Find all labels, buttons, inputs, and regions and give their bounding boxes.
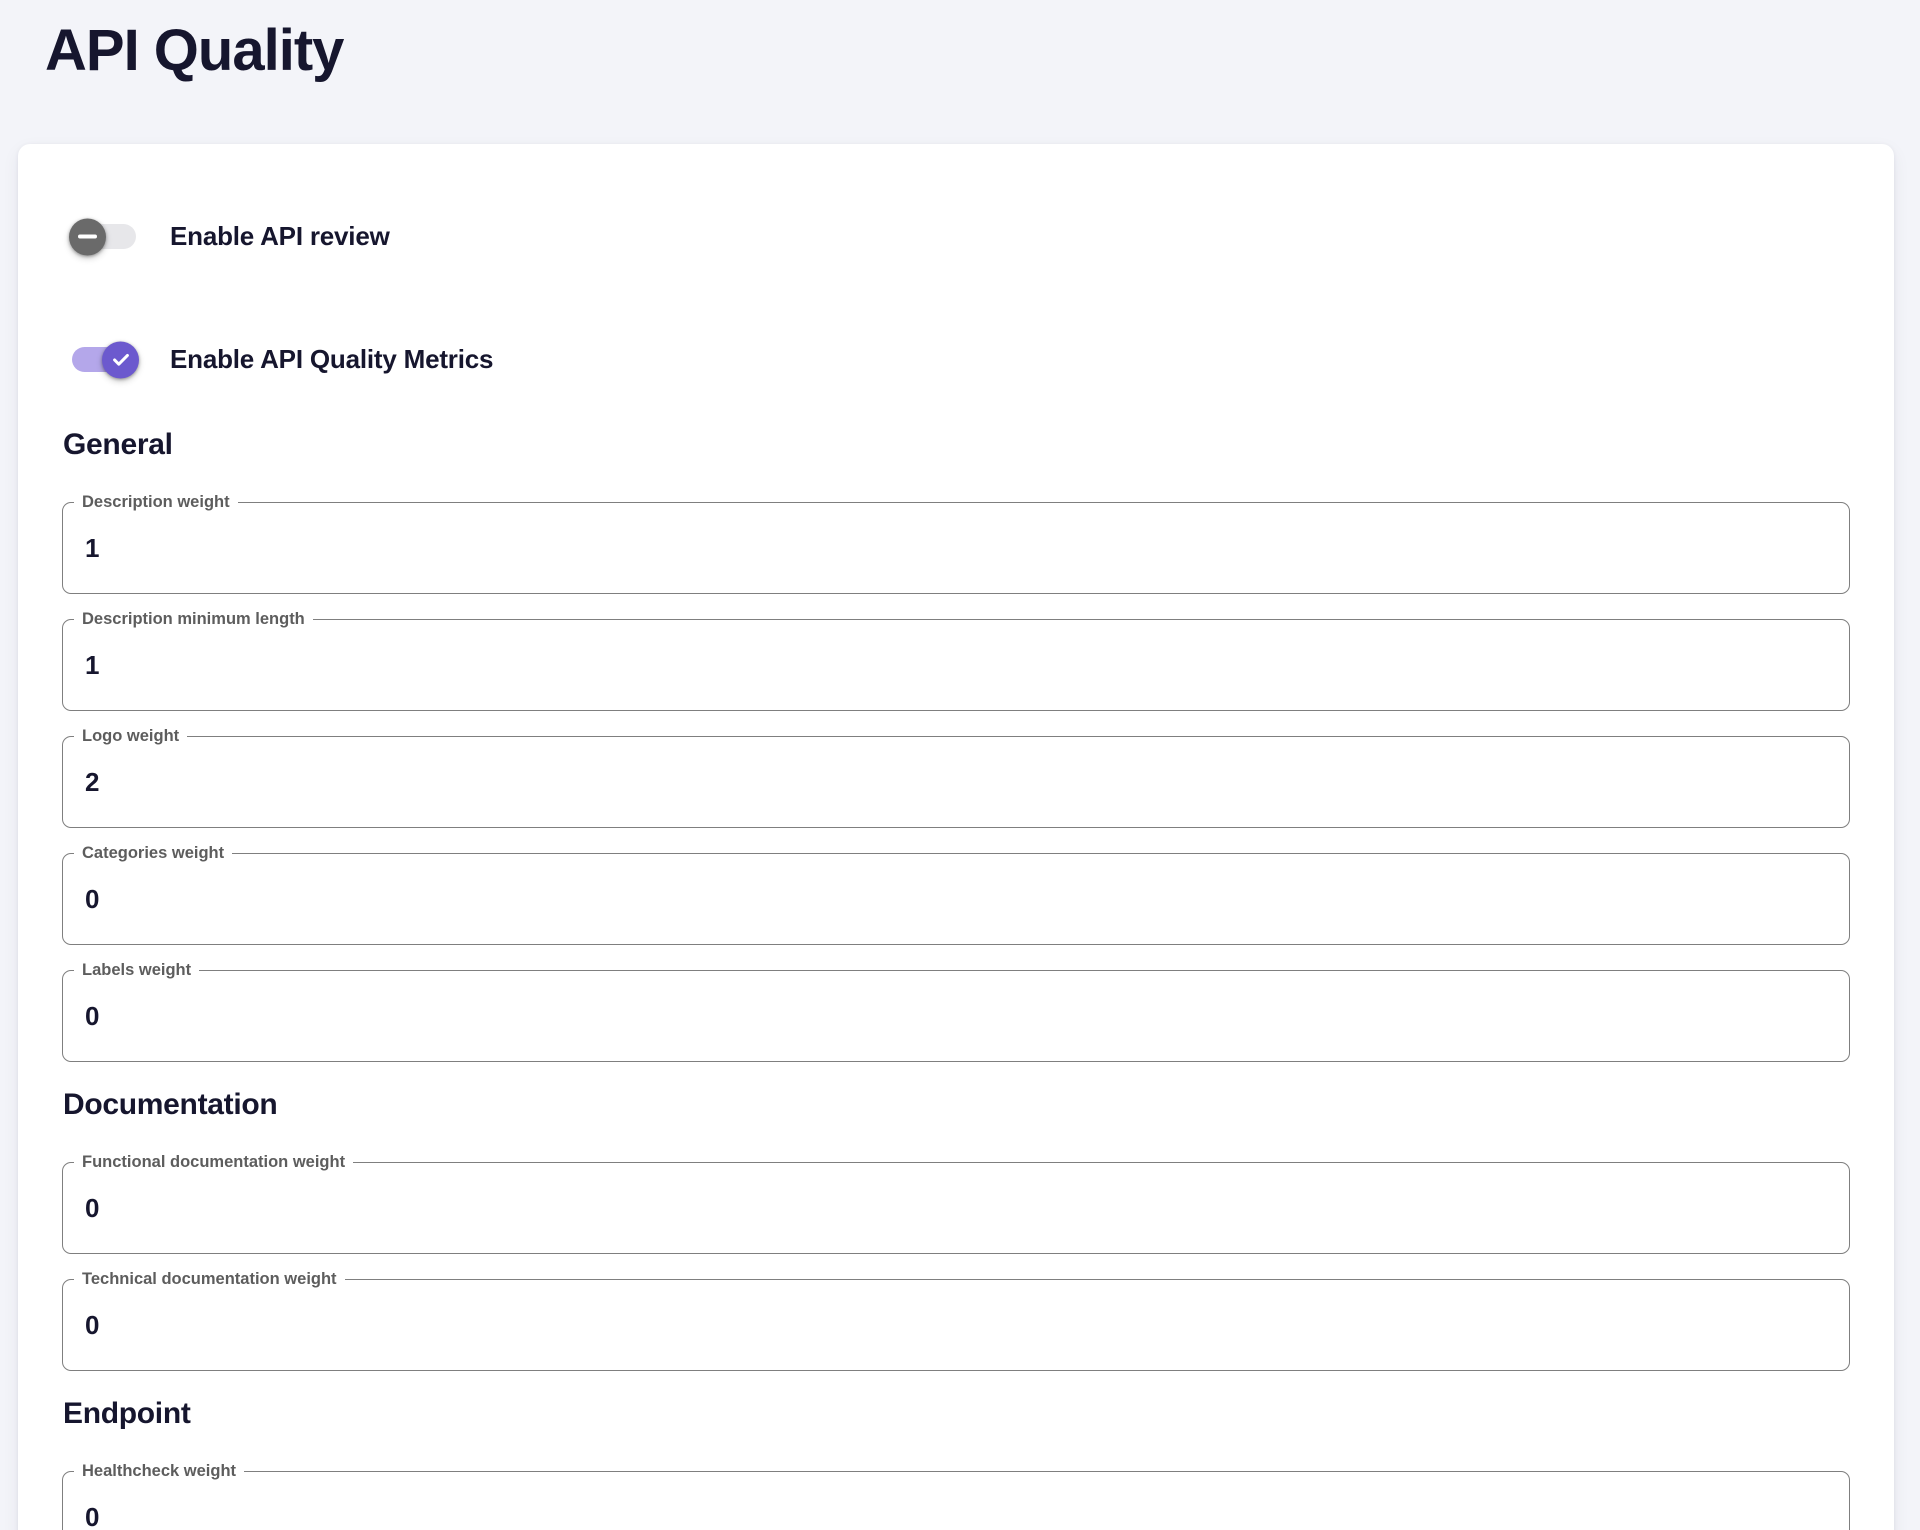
section-heading-documentation: Documentation xyxy=(63,1088,278,1121)
check-icon xyxy=(112,354,129,366)
functional-documentation-weight-input[interactable] xyxy=(63,1163,1849,1253)
healthcheck-weight-input[interactable] xyxy=(63,1472,1849,1530)
page-title: API Quality xyxy=(45,18,344,83)
section-heading-endpoint: Endpoint xyxy=(63,1397,191,1430)
section-heading-general: General xyxy=(63,428,173,461)
field-label: Description minimum length xyxy=(74,610,313,629)
field-label: Functional documentation weight xyxy=(74,1153,354,1172)
field-description-minimum-length: Description minimum length xyxy=(62,610,1850,711)
categories-weight-input[interactable] xyxy=(63,854,1849,944)
field-label: Categories weight xyxy=(74,844,233,863)
field-label: Description weight xyxy=(74,493,238,512)
enable-api-quality-metrics-toggle[interactable] xyxy=(72,341,139,378)
field-logo-weight: Logo weight xyxy=(62,727,1850,828)
field-label: Logo weight xyxy=(74,727,188,746)
toggle-row-api-quality-metrics: Enable API Quality Metrics xyxy=(72,341,1866,378)
field-label: Healthcheck weight xyxy=(74,1462,245,1481)
field-labels-weight: Labels weight xyxy=(62,961,1850,1062)
field-functional-documentation-weight: Functional documentation weight xyxy=(62,1153,1850,1254)
toggle-thumb xyxy=(69,218,106,255)
settings-card: Enable API review Enable API Quality Met… xyxy=(18,144,1894,1530)
section-documentation: Documentation Functional documentation w… xyxy=(46,1087,1866,1371)
logo-weight-input[interactable] xyxy=(63,737,1849,827)
toggle-thumb xyxy=(102,341,139,378)
toggle-label-api-quality-metrics: Enable API Quality Metrics xyxy=(170,344,494,374)
technical-documentation-weight-input[interactable] xyxy=(63,1280,1849,1370)
field-label: Labels weight xyxy=(74,961,200,980)
minus-icon xyxy=(78,234,97,239)
field-healthcheck-weight: Healthcheck weight xyxy=(62,1462,1850,1530)
labels-weight-input[interactable] xyxy=(63,971,1849,1061)
description-weight-input[interactable] xyxy=(63,503,1849,593)
section-endpoint: Endpoint Healthcheck weight xyxy=(46,1396,1866,1530)
field-categories-weight: Categories weight xyxy=(62,844,1850,945)
page-header: API Quality xyxy=(0,0,1920,86)
description-minimum-length-input[interactable] xyxy=(63,620,1849,710)
enable-api-review-toggle[interactable] xyxy=(69,218,136,255)
field-label: Technical documentation weight xyxy=(74,1270,345,1289)
toggle-label-api-review: Enable API review xyxy=(170,221,390,251)
field-technical-documentation-weight: Technical documentation weight xyxy=(62,1270,1850,1371)
field-description-weight: Description weight xyxy=(62,493,1850,594)
toggle-row-api-review: Enable API review xyxy=(69,218,1866,255)
section-general: General Description weight Description m… xyxy=(46,427,1866,1062)
